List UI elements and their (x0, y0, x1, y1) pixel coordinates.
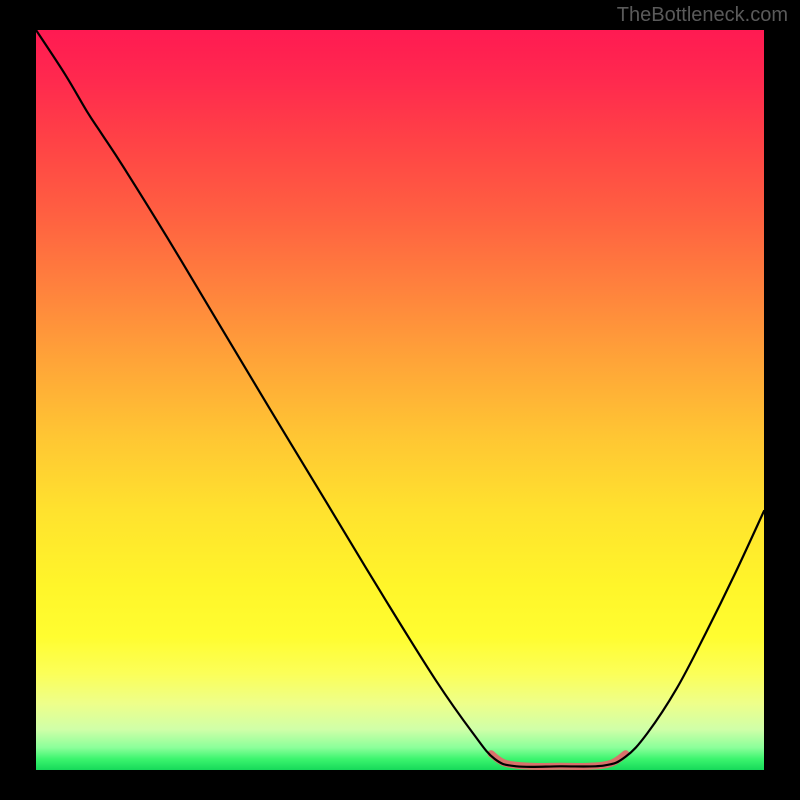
attribution-text: TheBottleneck.com (617, 4, 788, 27)
curve-layer (36, 30, 764, 770)
plot-area (36, 30, 764, 770)
bottleneck-curve (36, 30, 764, 767)
